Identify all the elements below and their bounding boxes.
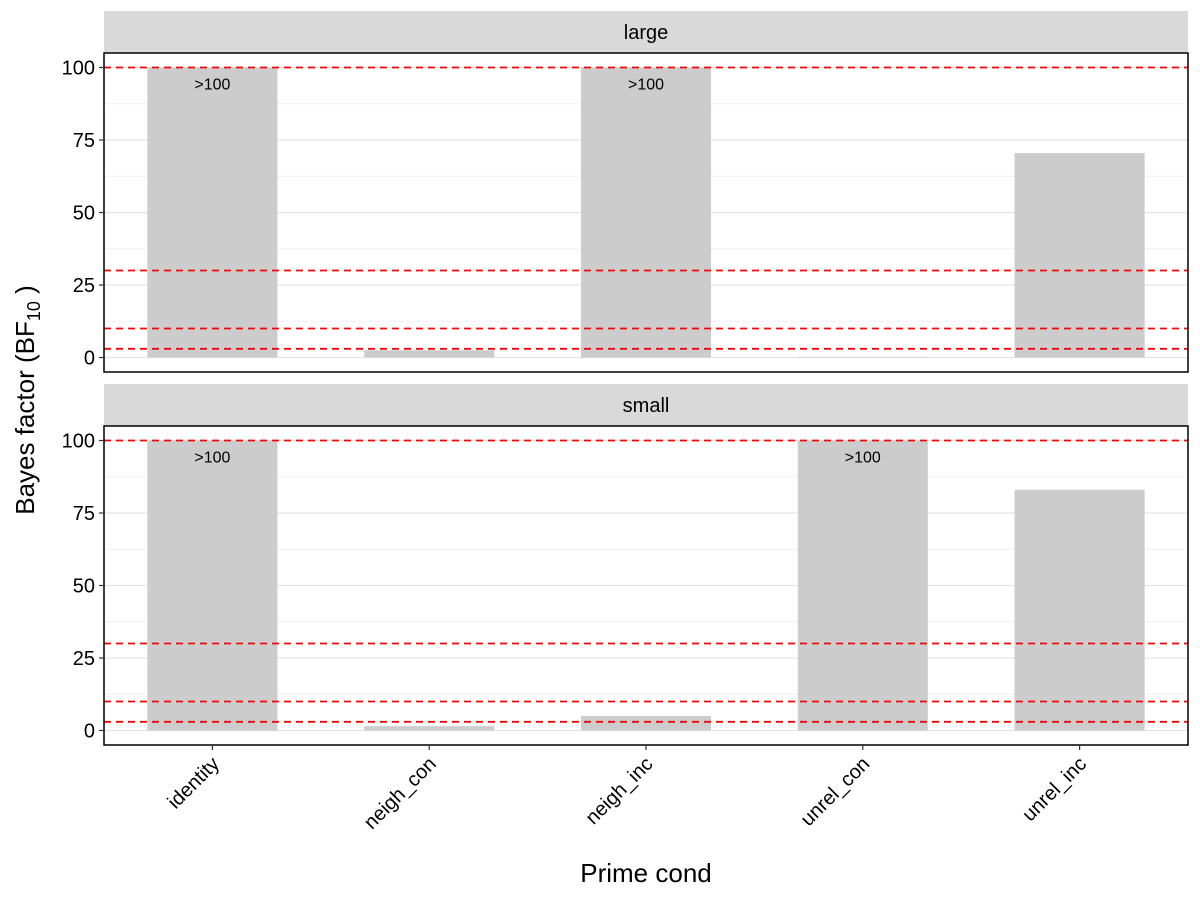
facet-strip-label: small <box>623 395 670 417</box>
y-tick-label: 100 <box>62 431 95 453</box>
bar-unrel_con <box>797 440 928 731</box>
y-tick-label: 75 <box>73 130 95 152</box>
y-tick-label: 50 <box>73 576 95 598</box>
bar-neigh_inc <box>580 67 712 358</box>
facet-strip <box>104 384 1188 426</box>
x-tick-label: unrel_con <box>797 753 875 831</box>
y-axis-title-subscript: 10 <box>24 301 44 321</box>
bar-neigh_inc <box>580 716 712 731</box>
y-axis-title-close: ) <box>10 285 40 301</box>
y-axis-title: Bayes factor (BF10 ) <box>10 285 44 515</box>
y-tick-label: 25 <box>73 648 95 670</box>
x-tick-label: unrel_inc <box>1018 753 1091 826</box>
y-tick-label: 0 <box>84 348 95 370</box>
x-axis-ticks: identity neigh_con neigh_inc unrel_con unrel… <box>164 745 1091 834</box>
bar-neigh_con <box>364 726 495 731</box>
y-axis-title-main: Bayes factor (BF <box>10 321 40 515</box>
x-tick-label: neigh_con <box>360 753 441 834</box>
y-tick-label: 0 <box>84 721 95 743</box>
bar-label: >100 <box>194 450 230 467</box>
bar-label: >100 <box>194 77 230 94</box>
bar-identity <box>147 67 278 358</box>
bar-label: >100 <box>628 77 664 94</box>
bar-unrel_inc <box>1014 153 1145 358</box>
y-tick-label: 50 <box>73 203 95 225</box>
y-tick-label: 100 <box>62 58 95 80</box>
bar-unrel_inc <box>1014 489 1145 731</box>
facet-strip-label: large <box>624 22 668 44</box>
facet-strip <box>104 11 1188 53</box>
x-tick-label: neigh_inc <box>581 753 657 829</box>
bar-neigh_con <box>364 350 495 358</box>
facet-panels: large >100 >100 0 25 50 75 100 small >100 >100 0 25 5… <box>62 11 1189 746</box>
bar-label: >100 <box>845 450 881 467</box>
facet-panel-small: small >100 >100 0 25 50 75 100 <box>62 384 1189 746</box>
x-axis-title: Prime cond <box>580 858 712 888</box>
x-tick-label: identity <box>164 753 224 813</box>
bar-identity <box>147 440 278 731</box>
bar-unrel_con <box>797 356 928 358</box>
facet-panel-large: large >100 >100 0 25 50 75 100 <box>62 11 1189 373</box>
y-tick-label: 75 <box>73 503 95 525</box>
y-tick-label: 25 <box>73 275 95 297</box>
